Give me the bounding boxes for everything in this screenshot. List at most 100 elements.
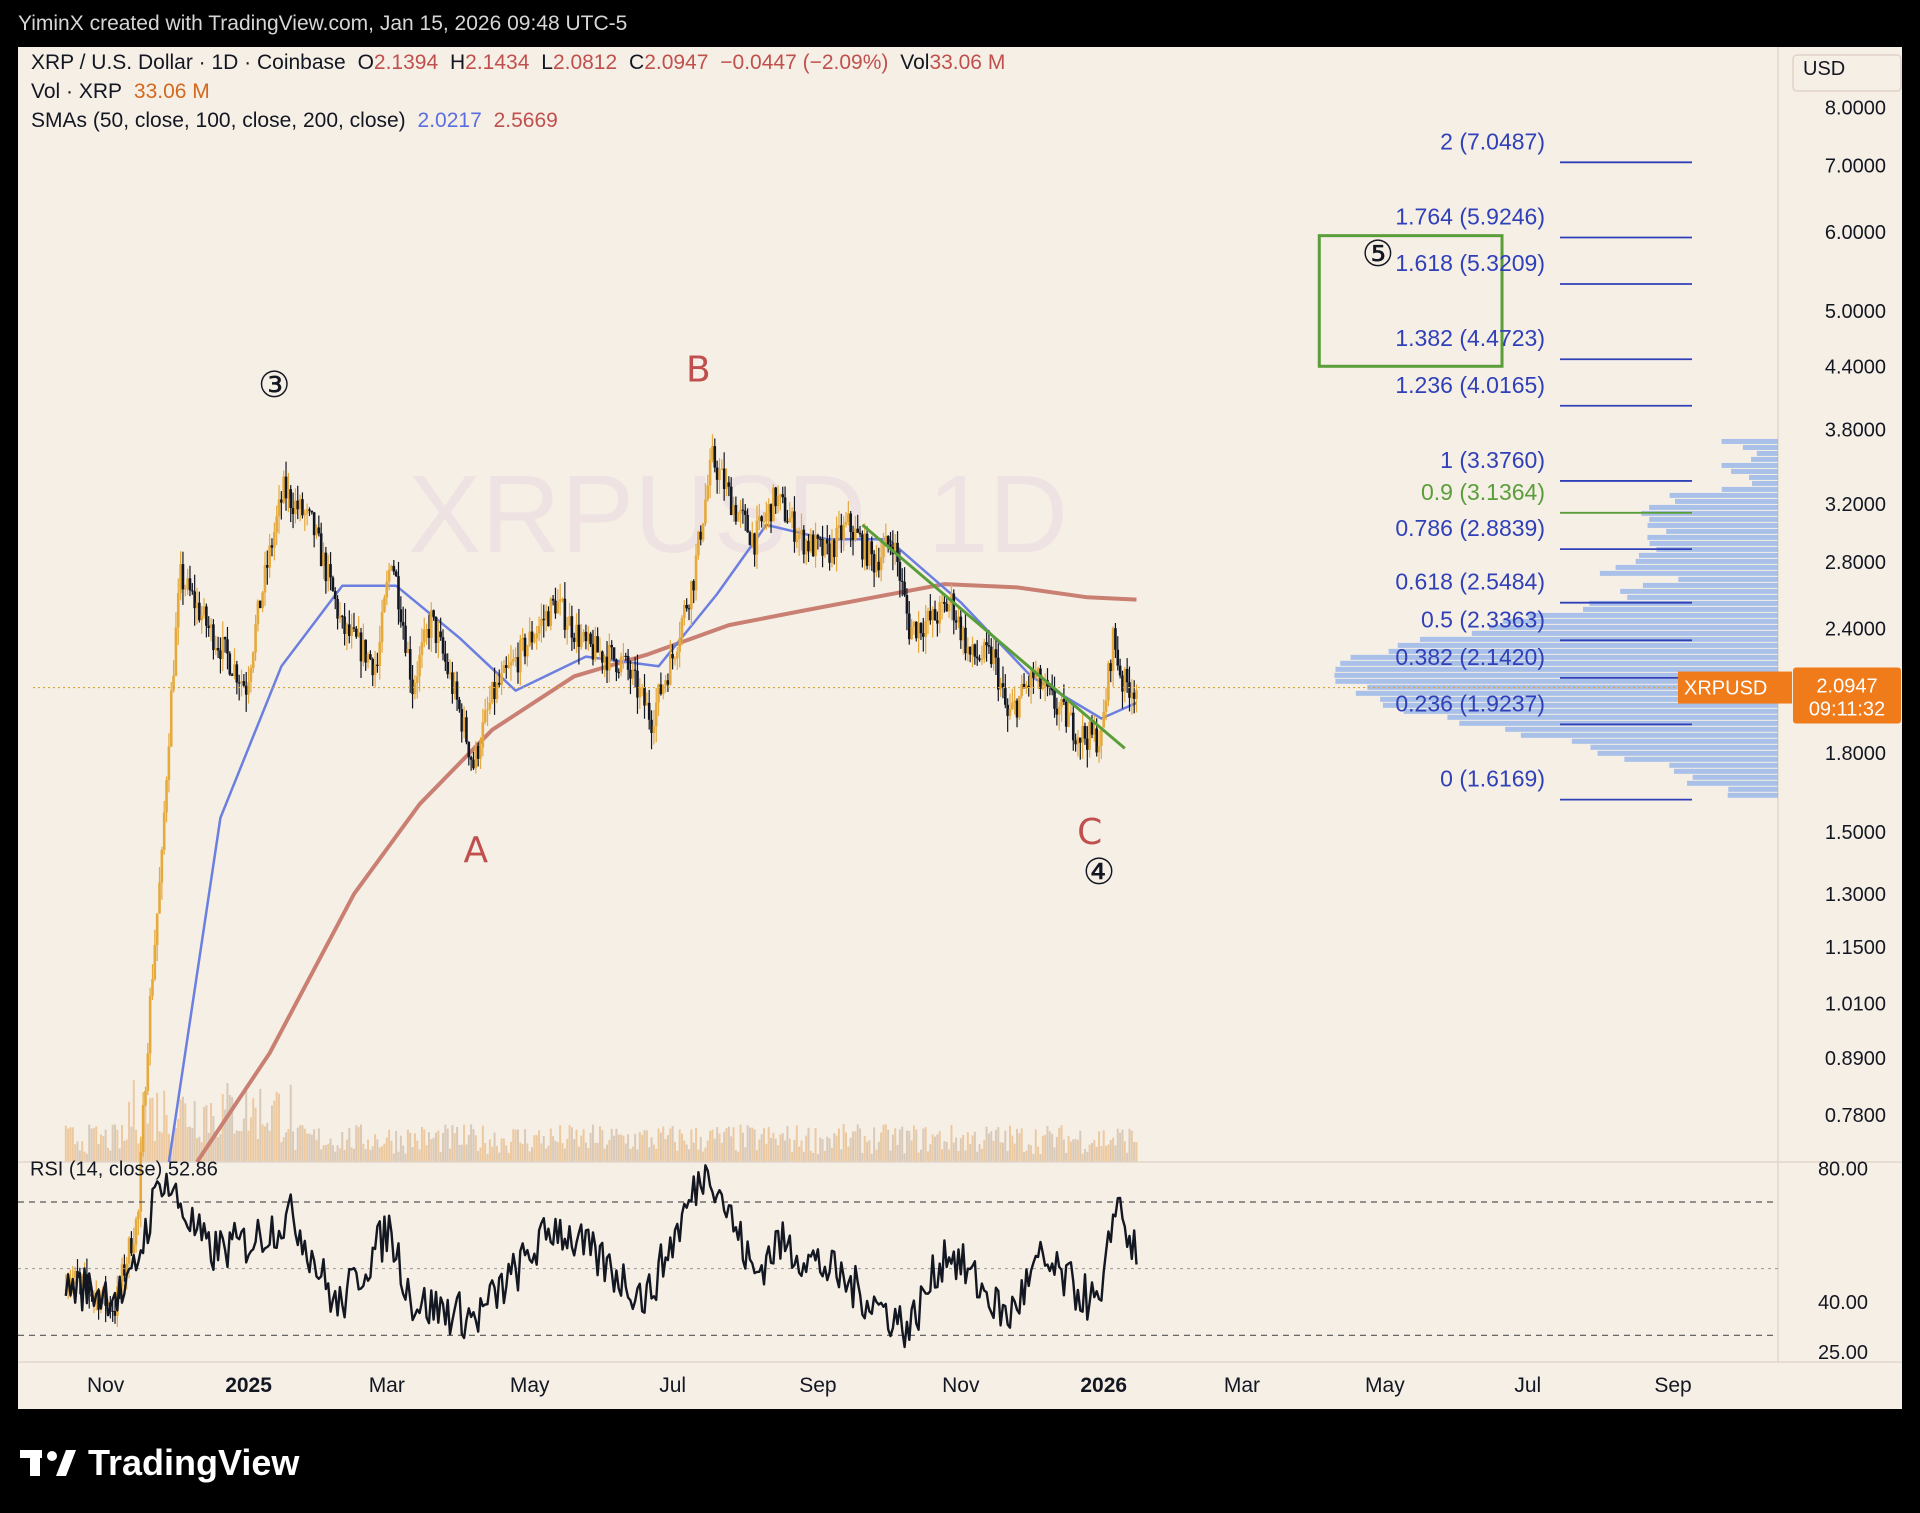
candle-body <box>544 611 548 621</box>
wave-labels: ③ B A C④ ⑤ <box>258 234 1394 893</box>
volume-profile-bin <box>1649 540 1778 546</box>
volume-bar <box>533 1135 536 1162</box>
candle-body <box>465 717 468 743</box>
volume-bar <box>634 1133 637 1162</box>
volume-profile-bin <box>1380 696 1778 702</box>
volume-bar <box>109 1150 112 1162</box>
volume-bar <box>563 1148 566 1162</box>
volume-bar <box>402 1145 405 1162</box>
time-tick-label: Sep <box>1654 1374 1691 1397</box>
volume-profile-bin <box>1624 756 1778 762</box>
volume-bar <box>652 1144 655 1162</box>
volume-profile-bin <box>1687 780 1778 786</box>
trendline-layer <box>861 234 1504 750</box>
candle-body <box>753 533 756 555</box>
candle-body <box>727 482 731 487</box>
volume-bar <box>336 1145 339 1162</box>
volume-bar <box>706 1140 709 1162</box>
candle-body <box>715 467 719 480</box>
candle-body <box>207 625 211 628</box>
volume-bar <box>969 1144 972 1162</box>
volume-bar <box>697 1149 700 1162</box>
price-tick-label: 1.5000 <box>1825 822 1886 844</box>
volume-bar <box>512 1129 515 1162</box>
candle-body <box>305 509 309 514</box>
candle-body <box>432 610 435 617</box>
candle-body <box>401 622 405 626</box>
volume-bar <box>203 1107 206 1162</box>
volume-profile-bin <box>1527 612 1778 618</box>
candle-body <box>802 529 806 555</box>
volume-bar <box>1121 1129 1124 1162</box>
volume-bar <box>934 1136 937 1162</box>
chart-canvas[interactable]: XRPUSD, 1D 2 (7.0487)1.764 (5.9246)1.618… <box>18 47 1902 1409</box>
volume-bar <box>538 1130 541 1162</box>
candle-body <box>701 523 705 540</box>
candle-body <box>329 564 332 578</box>
candle-body <box>1004 687 1007 705</box>
close-value: 2.0947 <box>644 51 709 74</box>
volume-profile-bin <box>1447 714 1778 720</box>
volume-bar <box>160 1132 163 1162</box>
candle-body <box>357 632 360 637</box>
close-label: C <box>629 51 645 74</box>
volume-bar <box>181 1096 184 1162</box>
candle-body <box>1088 721 1091 750</box>
volume-bar <box>655 1148 658 1162</box>
volume-bar <box>245 1089 248 1162</box>
volume-bar <box>1044 1134 1047 1162</box>
chart-frame[interactable]: XRPUSD, 1D 2 (7.0487) 1.764 (5.9246) 1.618… <box>18 47 1902 1409</box>
volume-bar <box>725 1128 728 1162</box>
volume-bar <box>531 1147 534 1162</box>
volume-bar <box>146 1123 149 1162</box>
candle-body <box>807 540 810 552</box>
volume-bar <box>606 1144 609 1162</box>
candle-body <box>268 545 271 568</box>
candle-body <box>141 1105 145 1152</box>
volume-bar <box>64 1125 67 1162</box>
price-badge <box>1793 667 1901 724</box>
candle-body <box>699 531 703 540</box>
candle-body <box>533 638 536 643</box>
candle-body <box>629 669 632 679</box>
volume-bar <box>793 1139 796 1162</box>
volume-bar <box>275 1091 278 1162</box>
volume-bar <box>580 1135 583 1162</box>
sma-value-2: 2.5669 <box>493 109 558 132</box>
candle-body <box>448 672 452 675</box>
candle-body <box>247 681 250 695</box>
candle-body <box>739 509 742 514</box>
volume-bar <box>1100 1145 1103 1162</box>
price-badge-countdown: 09:11:32 <box>1809 699 1885 721</box>
volume-bar <box>521 1144 524 1162</box>
volume-bar <box>1055 1136 1058 1162</box>
candle-body <box>708 459 712 486</box>
volume-bar <box>629 1148 632 1162</box>
volume-bar <box>891 1134 894 1162</box>
candle-body <box>179 564 182 594</box>
volume-profile-bin <box>1692 774 1778 780</box>
volume-bar <box>1098 1131 1101 1162</box>
candle-body <box>1095 728 1098 753</box>
symbol-badge <box>1678 671 1792 704</box>
volume-bar <box>390 1140 393 1162</box>
candle-body <box>226 639 229 654</box>
candle-body <box>905 595 909 614</box>
volume-bar <box>526 1143 529 1162</box>
volume-bar <box>561 1143 564 1162</box>
candle-body <box>975 656 979 659</box>
candle-body <box>413 683 417 695</box>
candle-body <box>1027 685 1031 688</box>
candle-body <box>437 631 440 644</box>
volume-bar <box>971 1135 974 1162</box>
candle-body <box>158 882 161 914</box>
price-tick-label: 1.8000 <box>1825 743 1886 765</box>
candle-body <box>577 624 581 647</box>
candle-body <box>959 616 963 641</box>
volume-bar <box>753 1129 756 1162</box>
time-tick-label: 2025 <box>225 1374 272 1397</box>
volume-bar <box>238 1130 241 1162</box>
candle-body <box>816 534 820 539</box>
volume-bar <box>791 1151 794 1162</box>
volume-bar <box>252 1098 255 1162</box>
